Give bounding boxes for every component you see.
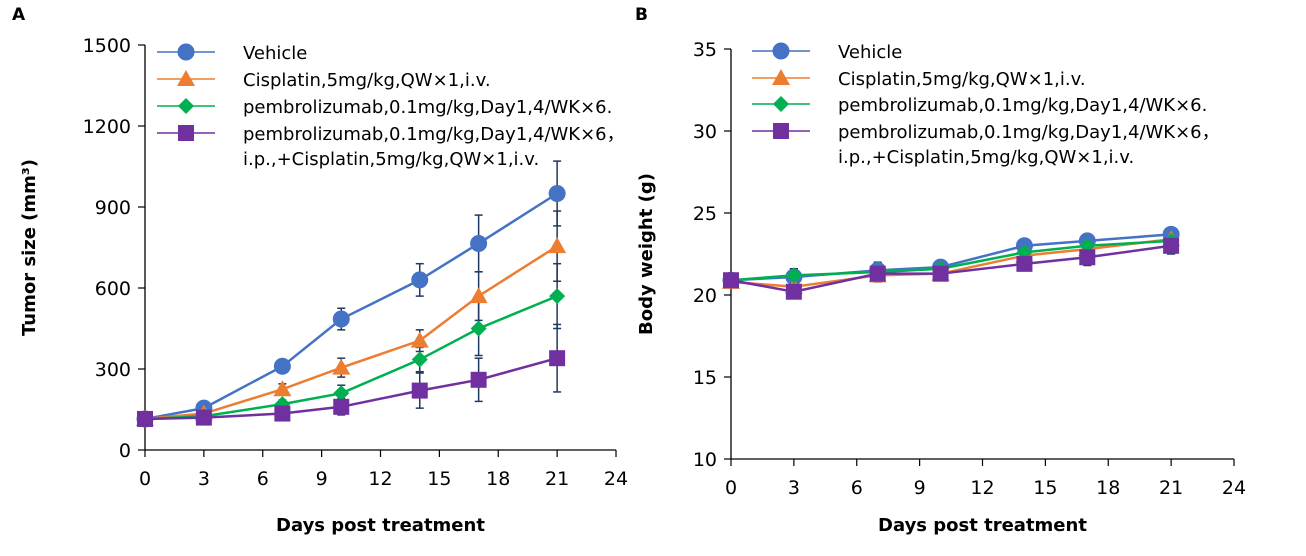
- data-point-series-2: [332, 358, 351, 375]
- data-point-series-4: [549, 350, 566, 367]
- y-tick-label: 1200: [83, 116, 131, 138]
- x-tick-label: 15: [427, 468, 451, 490]
- y-tick-label: 0: [119, 440, 131, 462]
- legend-marker: [773, 96, 789, 112]
- data-point-series-2: [410, 331, 429, 348]
- data-point-series-2: [548, 237, 567, 254]
- legend-label: pembrolizumab,0.1mg/kg,Day1,4/WK×6，: [838, 122, 1220, 143]
- y-axis-title: Tumor size (mm³): [19, 159, 40, 336]
- legend-marker: [177, 43, 195, 61]
- data-point-series-2: [273, 380, 292, 397]
- data-point-series-4: [195, 409, 212, 426]
- y-axis-title: Body weight (g): [636, 173, 657, 335]
- data-point-series-4: [932, 265, 949, 282]
- x-tick-label: 21: [1159, 477, 1183, 499]
- x-tick-label: 24: [1222, 477, 1246, 499]
- x-tick-label: 24: [604, 468, 628, 490]
- x-tick-label: 21: [545, 468, 569, 490]
- data-point-series-3: [470, 320, 487, 337]
- y-tick-label: 25: [693, 203, 717, 225]
- panel-label: A: [12, 5, 26, 25]
- y-tick-label: 900: [95, 197, 131, 219]
- y-tick-label: 30: [693, 121, 717, 143]
- legend-marker: [178, 98, 194, 114]
- legend-marker: [772, 42, 790, 60]
- data-point-series-4: [785, 283, 802, 300]
- x-tick-label: 9: [914, 477, 926, 499]
- data-point-series-1: [411, 271, 429, 289]
- data-point-series-4: [869, 265, 886, 282]
- series-line-2: [144, 245, 558, 421]
- legend-label: Cisplatin,5mg/kg,QW×1,i.v.: [838, 69, 1086, 90]
- data-point-series-1: [332, 310, 350, 328]
- data-point-series-3: [333, 385, 350, 402]
- legend-label: Vehicle: [838, 42, 902, 63]
- data-point-series-4: [333, 398, 350, 415]
- chart-panel-a: A 0 300 600 900 1200 1500 0 3 6 9 12 15 18 21 24 Days po…: [12, 5, 628, 536]
- x-tick-label: 18: [486, 468, 510, 490]
- data-point-series-1: [548, 185, 566, 202]
- data-point-series-1: [470, 234, 488, 252]
- x-tick-label: 3: [198, 468, 210, 490]
- legend-label: pembrolizumab,0.1mg/kg,Day1,4/WK×6.: [243, 97, 612, 118]
- data-point-series-4: [137, 410, 153, 427]
- data-point-series-4: [470, 371, 487, 388]
- y-tick-label: 600: [95, 278, 131, 300]
- data-point-series-1: [273, 357, 291, 375]
- y-tick-label: 300: [95, 359, 131, 381]
- x-tick-label: 9: [316, 468, 328, 490]
- x-tick-label: 0: [139, 468, 151, 490]
- y-tick-label: 15: [693, 367, 717, 389]
- legend-marker: [772, 69, 790, 85]
- data-point-series-4: [274, 405, 291, 422]
- x-tick-label: 3: [788, 477, 800, 499]
- data-point-series-4: [1079, 249, 1096, 266]
- panel-label: B: [635, 5, 648, 25]
- data-point-series-4: [1016, 255, 1033, 272]
- y-tick-label: 20: [693, 285, 717, 307]
- data-point-series-3: [785, 267, 802, 284]
- data-point-series-4: [723, 272, 739, 289]
- y-tick-label: 1500: [83, 35, 131, 57]
- legend-marker: [178, 125, 194, 141]
- x-tick-label: 18: [1096, 477, 1120, 499]
- x-tick-label: 6: [257, 468, 269, 490]
- x-tick-label: 12: [368, 468, 392, 490]
- legend-label: Cisplatin,5mg/kg,QW×1,i.v.: [243, 70, 491, 91]
- x-tick-label: 6: [851, 477, 863, 499]
- x-tick-label: 15: [1033, 477, 1057, 499]
- x-axis-title: Days post treatment: [276, 515, 485, 536]
- legend-marker: [773, 123, 789, 139]
- x-tick-label: 0: [725, 477, 737, 499]
- series-line-1: [144, 192, 558, 421]
- legend-label: Vehicle: [243, 43, 307, 64]
- data-point-series-4: [1163, 237, 1180, 254]
- y-tick-label: 10: [693, 449, 717, 471]
- data-point-series-3: [411, 351, 428, 368]
- data-point-series-3: [549, 288, 566, 305]
- data-point-series-2: [469, 287, 488, 304]
- legend-label: pembrolizumab,0.1mg/kg,Day1,4/WK×6.: [838, 95, 1207, 116]
- y-tick-label: 35: [693, 39, 717, 61]
- x-axis-title: Days post treatment: [878, 515, 1087, 536]
- legend-marker: [177, 70, 195, 86]
- x-tick-label: 12: [970, 477, 994, 499]
- legend-label: i.p.,+Cisplatin,5mg/kg,QW×1,i.v.: [838, 147, 1134, 168]
- legend-label: pembrolizumab,0.1mg/kg,Day1,4/WK×6，: [243, 124, 625, 145]
- data-point-series-4: [411, 382, 428, 399]
- chart-panel-b: B 10 15 20 25 30 35 0 3 6 9 12 15 18 21 24 Days post tre…: [635, 5, 1246, 536]
- legend-label: i.p.,+Cisplatin,5mg/kg,QW×1,i.v.: [243, 149, 539, 170]
